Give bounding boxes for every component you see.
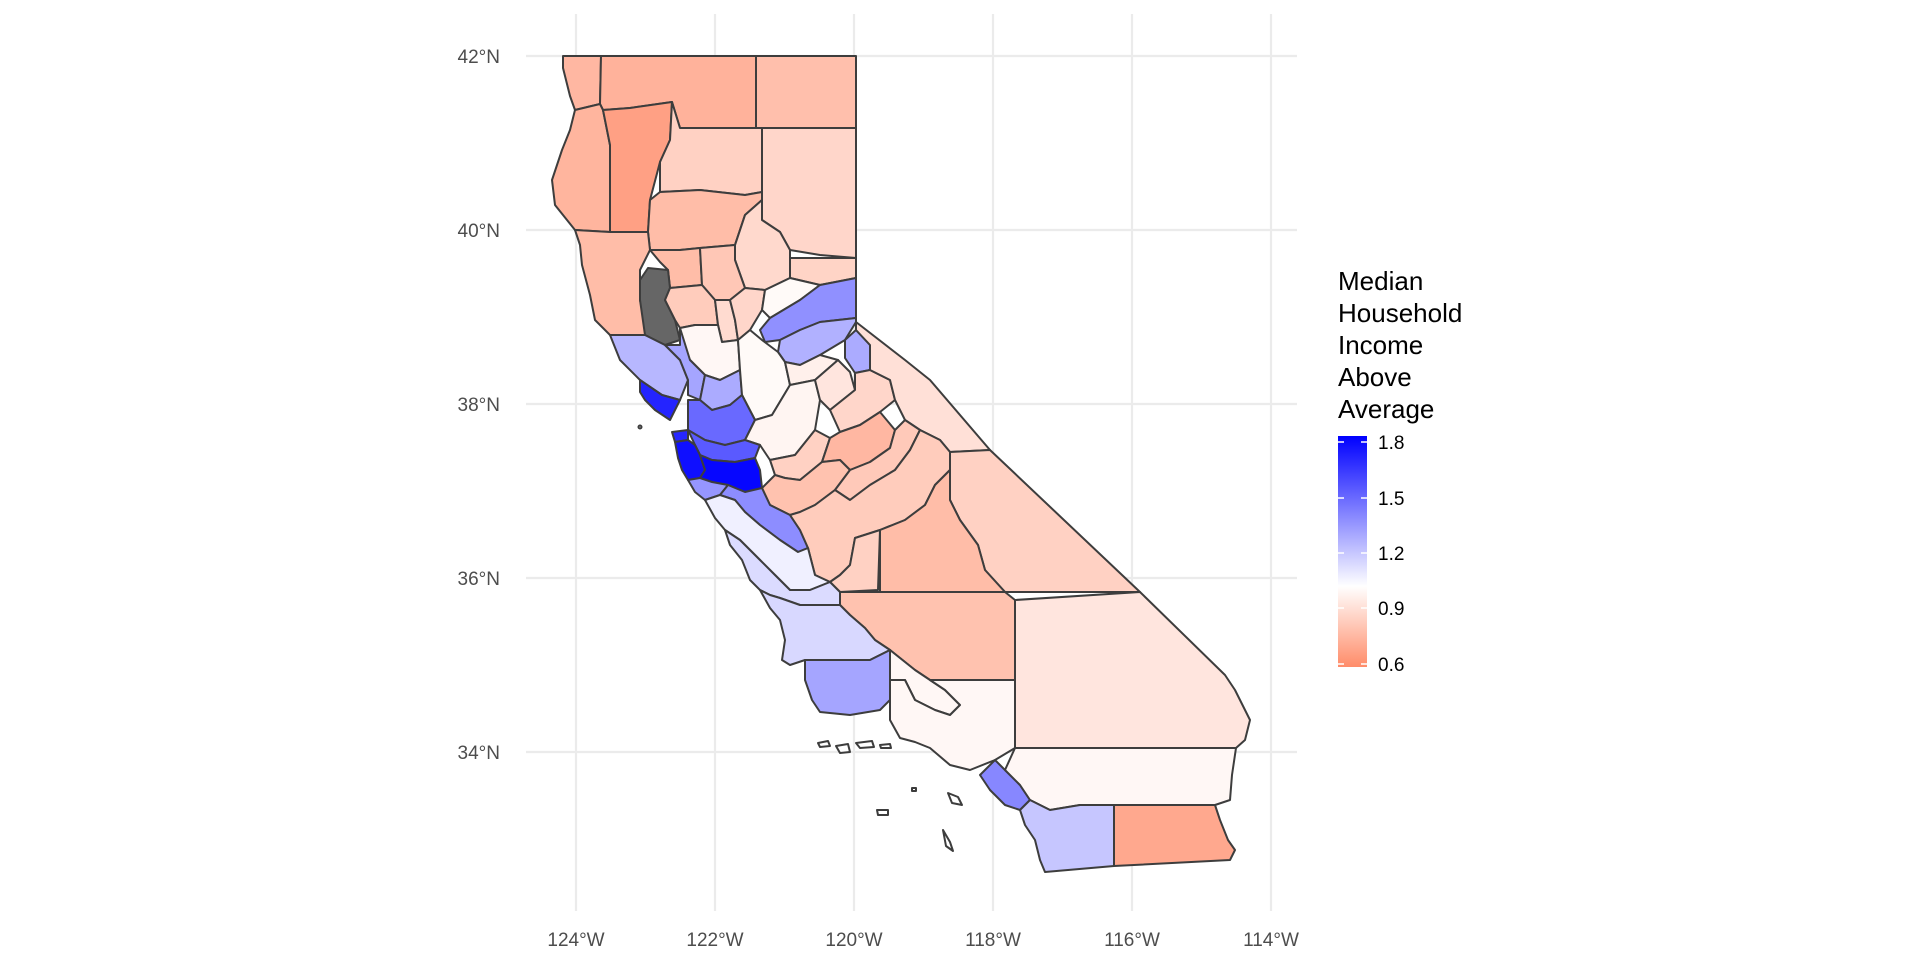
y-tick-label: 38°N bbox=[458, 395, 500, 416]
county-marin[interactable] bbox=[639, 379, 681, 421]
county-la-coastal[interactable] bbox=[889, 679, 1016, 771]
legend-title-line: Median bbox=[1338, 266, 1423, 296]
island-santa-rosa[interactable] bbox=[835, 743, 851, 754]
y-axis: 42°N 40°N 38°N 36°N 34°N bbox=[458, 47, 500, 764]
legend-title-line: Above bbox=[1338, 362, 1412, 392]
island-santa-barbara[interactable] bbox=[911, 787, 917, 792]
x-tick-label: 124°W bbox=[547, 930, 604, 951]
county-humboldt[interactable] bbox=[551, 103, 611, 233]
y-tick-label: 42°N bbox=[458, 47, 500, 68]
x-tick-label: 118°W bbox=[965, 930, 1021, 951]
county-del-norte[interactable] bbox=[562, 55, 602, 111]
y-tick-label: 36°N bbox=[458, 569, 500, 590]
legend: Median Household Income Above Average 1.… bbox=[1338, 266, 1462, 676]
x-tick-label: 116°W bbox=[1104, 930, 1160, 951]
island-farallon[interactable] bbox=[637, 424, 643, 430]
county-ventura[interactable] bbox=[804, 649, 891, 716]
legend-tick-label: 0.9 bbox=[1378, 599, 1404, 620]
legend-tick-label: 1.8 bbox=[1378, 433, 1404, 454]
counties bbox=[551, 55, 1251, 873]
county-yuba[interactable] bbox=[729, 287, 766, 341]
island-san-miguel[interactable] bbox=[817, 740, 831, 748]
county-modoc[interactable] bbox=[755, 55, 857, 129]
legend-title-line: Income bbox=[1338, 330, 1423, 360]
county-riverside[interactable] bbox=[1004, 747, 1237, 811]
legend-tick-label: 1.2 bbox=[1378, 544, 1404, 565]
map-panel bbox=[526, 14, 1297, 911]
legend-tick-label: 0.6 bbox=[1378, 655, 1404, 676]
x-axis: 124°W 122°W 120°W 118°W 116°W 114°W bbox=[547, 930, 1299, 951]
island-san-clemente[interactable] bbox=[942, 829, 954, 852]
x-tick-label: 114°W bbox=[1243, 930, 1299, 951]
legend-title-line: Household bbox=[1338, 298, 1462, 328]
legend-ticks bbox=[1338, 441, 1367, 665]
county-san-bernardino[interactable] bbox=[1014, 591, 1251, 749]
island-san-nicolas[interactable] bbox=[876, 809, 889, 816]
county-san-diego[interactable] bbox=[1019, 799, 1115, 873]
legend-tick-label: 1.5 bbox=[1378, 489, 1404, 510]
county-sonoma[interactable] bbox=[609, 334, 689, 401]
island-santa-cruz[interactable] bbox=[855, 740, 875, 749]
y-tick-label: 34°N bbox=[458, 743, 500, 764]
county-imperial[interactable] bbox=[1113, 804, 1236, 867]
legend-title-line: Average bbox=[1338, 394, 1434, 424]
x-tick-label: 122°W bbox=[686, 930, 743, 951]
county-trinity[interactable] bbox=[602, 101, 673, 233]
legend-colorbar bbox=[1338, 436, 1367, 667]
y-tick-label: 40°N bbox=[458, 221, 500, 242]
county-mendocino[interactable] bbox=[574, 229, 651, 336]
island-catalina[interactable] bbox=[947, 792, 963, 806]
x-tick-label: 120°W bbox=[825, 930, 882, 951]
island-anacapa[interactable] bbox=[879, 743, 892, 749]
